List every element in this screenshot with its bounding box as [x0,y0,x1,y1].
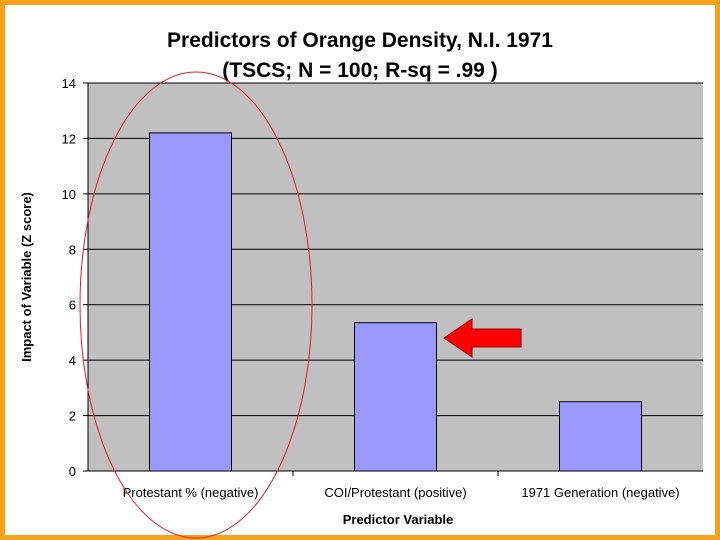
bar [354,322,437,472]
y-tick-labels: 0 2 4 6 8 10 12 14 [62,76,88,479]
x-tick-label: COI/Protestant (positive) [324,485,466,500]
bar [149,132,232,472]
x-axis-title: Predictor Variable [343,512,454,527]
y-axis-title: Impact of Variable (Z score) [19,192,34,362]
x-tick-label: Protestant % (negative) [123,485,259,500]
chart-subtitle: (TSCS; N = 100; R-sq = .99 ) [222,59,497,82]
y-tick-label: 6 [69,298,76,313]
y-tick-label: 14 [62,76,76,91]
x-tick-label: 1971 Generation (negative) [521,485,679,500]
y-tick-label: 8 [69,242,76,257]
highlight-ellipse [79,71,313,539]
chart-title: Predictors of Orange Density, N.I. 1971 [167,29,553,52]
y-tick-label: 2 [69,409,76,424]
y-tick-label: 10 [62,187,76,202]
red-arrow-icon [443,318,522,358]
y-tick-label: 12 [62,131,76,146]
x-tick-labels: Protestant % (negative) COI/Protestant (p… [123,485,680,500]
y-tick-label: 4 [69,353,76,368]
bar [559,401,642,472]
y-tick-label: 0 [69,464,76,479]
axes [87,83,703,476]
